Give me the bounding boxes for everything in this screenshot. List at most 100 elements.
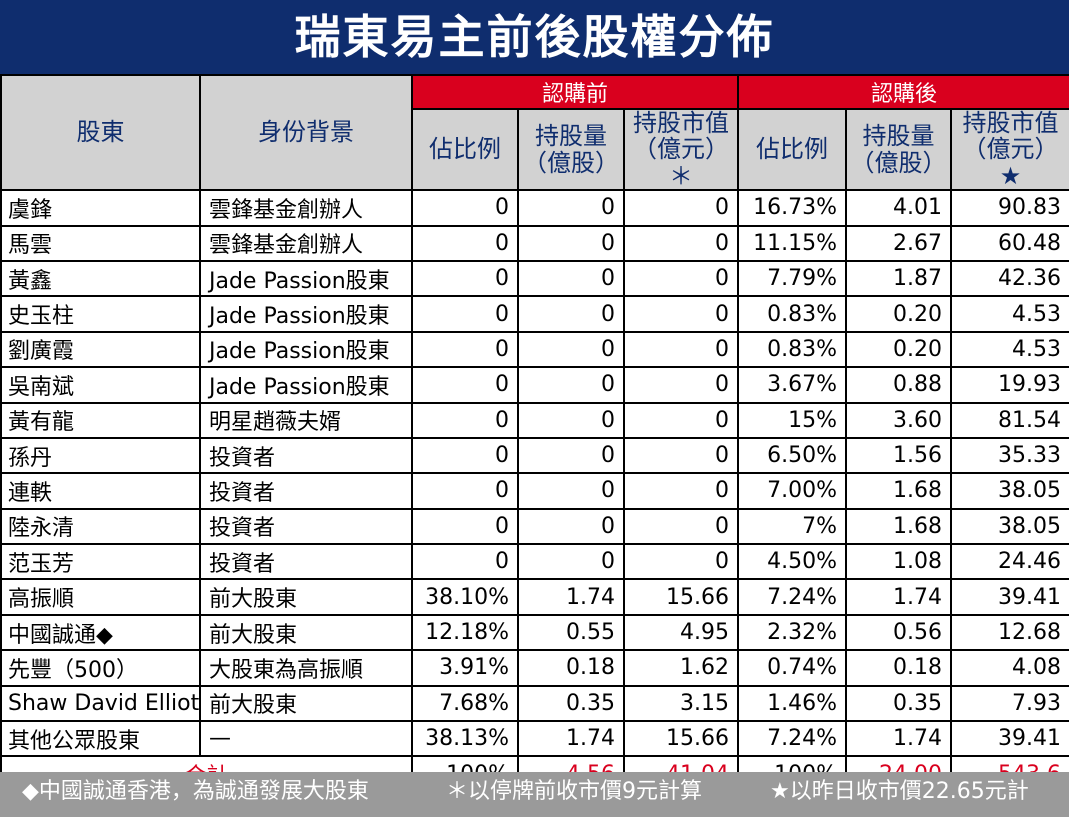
header-value-line1: 持股市值 (962, 109, 1059, 137)
after-value: 4.08 (950, 649, 1069, 687)
shareholder-name: 虞鋒 (0, 189, 201, 227)
after-pct: 4.50% (737, 543, 847, 581)
shareholding-table: 股東 身份背景 認購前 認購後 佔比例 持股量 （億股） 持股市值 （億元）＊ … (0, 73, 1069, 793)
shareholder-name: 陸永清 (0, 507, 201, 546)
after-shares: 0.35 (845, 684, 952, 723)
table-row: 黃有龍 明星趙薇夫婿 0 0 0 15% 3.60 81.54 (0, 401, 1069, 439)
before-value: 0 (623, 507, 739, 546)
before-value: 0 (623, 259, 739, 298)
table-row: 先豐（500） 大股東為高振順 3.91% 0.18 1.62 0.74% 0.18 4.08 (0, 649, 1069, 687)
table-row: 史玉柱 Jade Passion股東 0 0 0 0.83% 0.20 4.53 (0, 295, 1069, 333)
header-after-value: 持股市值 （億元）★ (950, 107, 1069, 192)
before-pct: 38.13% (411, 720, 519, 758)
shareholder-background: 雲鋒基金創辦人 (199, 189, 413, 227)
before-value: 15.66 (623, 578, 739, 616)
after-pct: 2.32% (737, 613, 847, 652)
after-pct: 11.15% (737, 224, 847, 262)
table-body: 虞鋒 雲鋒基金創辦人 0 0 0 16.73% 4.01 90.83 馬雲 雲鋒基金創辦人 0 0 0 1… (0, 189, 1069, 758)
before-pct: 0 (411, 295, 519, 333)
footnote-asterisk: ＊以停牌前收市價9元計算 (446, 779, 702, 804)
after-value: 24.46 (950, 543, 1069, 581)
after-pct: 7% (737, 507, 847, 546)
before-value: 3.15 (623, 684, 739, 723)
shareholder-name: 高振順 (0, 578, 201, 616)
before-shares: 0 (517, 224, 625, 262)
before-shares: 0 (517, 189, 625, 227)
before-value: 0 (623, 543, 739, 581)
table-row: 馬雲 雲鋒基金創辦人 0 0 0 11.15% 2.67 60.48 (0, 224, 1069, 262)
before-pct: 38.10% (411, 578, 519, 616)
after-shares: 3.60 (845, 401, 952, 439)
after-shares: 0.18 (845, 649, 952, 687)
before-value: 0 (623, 472, 739, 510)
before-pct: 0 (411, 366, 519, 404)
table-row: 陸永清 投資者 0 0 0 7% 1.68 38.05 (0, 507, 1069, 546)
shareholder-background: Jade Passion股東 (199, 330, 413, 369)
before-shares: 0 (517, 259, 625, 298)
shareholder-name: 史玉柱 (0, 295, 201, 333)
after-pct: 6.50% (737, 436, 847, 475)
footnote-diamond: ◆中國誠通香港，為誠通發展大股東 (22, 779, 369, 804)
before-pct: 3.91% (411, 649, 519, 687)
after-shares: 1.87 (845, 259, 952, 298)
after-pct: 1.46% (737, 684, 847, 723)
shareholder-name: 孫丹 (0, 436, 201, 475)
shareholder-background: 投資者 (199, 436, 413, 475)
after-value: 4.53 (950, 330, 1069, 369)
before-pct: 0 (411, 543, 519, 581)
after-pct: 7.24% (737, 578, 847, 616)
header-shares-line1: 持股量 (535, 122, 607, 151)
after-shares: 1.74 (845, 720, 952, 758)
table-row: 范玉芳 投資者 0 0 0 4.50% 1.08 24.46 (0, 543, 1069, 581)
before-value: 0 (623, 224, 739, 262)
after-value: 60.48 (950, 224, 1069, 262)
after-shares: 0.56 (845, 613, 952, 652)
header-group-after: 認購後 (737, 74, 1069, 110)
shareholder-background: — (199, 720, 413, 758)
after-pct: 3.67% (737, 366, 847, 404)
before-pct: 0 (411, 401, 519, 439)
before-pct: 0 (411, 259, 519, 298)
shareholder-name: 黃有龍 (0, 401, 201, 439)
header-before-pct: 佔比例 (411, 107, 519, 192)
header-shares-line2: （億股） (850, 148, 947, 177)
before-pct: 12.18% (411, 613, 519, 652)
shareholder-background: 前大股東 (199, 613, 413, 652)
after-shares: 1.56 (845, 436, 952, 475)
table-row: 其他公眾股東 —38.13% 1.74 15.66 7.24% 1.74 39.41 (0, 720, 1069, 758)
header-before-shares: 持股量 （億股） (517, 107, 625, 192)
header-before-value: 持股市值 （億元）＊ (623, 107, 739, 192)
table-row: Shaw David Elliot 前大股東 7.68% 0.35 3.15 1.46% 0… (0, 684, 1069, 723)
after-shares: 0.20 (845, 330, 952, 369)
before-pct: 0 (411, 472, 519, 510)
after-shares: 0.20 (845, 295, 952, 333)
after-pct: 7.24% (737, 720, 847, 758)
after-value: 4.53 (950, 295, 1069, 333)
shareholder-name: 中國誠通◆ (0, 613, 201, 652)
before-pct: 0 (411, 189, 519, 227)
before-value: 0 (623, 189, 739, 227)
shareholder-name: 先豐（500） (0, 649, 201, 687)
after-value: 38.05 (950, 507, 1069, 546)
before-shares: 0.55 (517, 613, 625, 652)
after-shares: 4.01 (845, 189, 952, 227)
before-shares: 1.74 (517, 578, 625, 616)
after-shares: 0.88 (845, 366, 952, 404)
before-shares: 0 (517, 330, 625, 369)
after-shares: 1.74 (845, 578, 952, 616)
after-shares: 1.68 (845, 507, 952, 546)
shareholder-name: 馬雲 (0, 224, 201, 262)
after-value: 39.41 (950, 578, 1069, 616)
after-shares: 1.08 (845, 543, 952, 581)
before-shares: 0 (517, 543, 625, 581)
before-shares: 0 (517, 436, 625, 475)
before-shares: 0.35 (517, 684, 625, 723)
after-pct: 7.79% (737, 259, 847, 298)
after-pct: 16.73% (737, 189, 847, 227)
page-title: 瑞東易主前後股權分佈 (0, 0, 1069, 74)
header-shares-line2: （億股） (523, 148, 619, 177)
before-value: 1.62 (623, 649, 739, 687)
before-value: 15.66 (623, 720, 739, 758)
header-value-line2: （億元）★ (962, 135, 1059, 190)
